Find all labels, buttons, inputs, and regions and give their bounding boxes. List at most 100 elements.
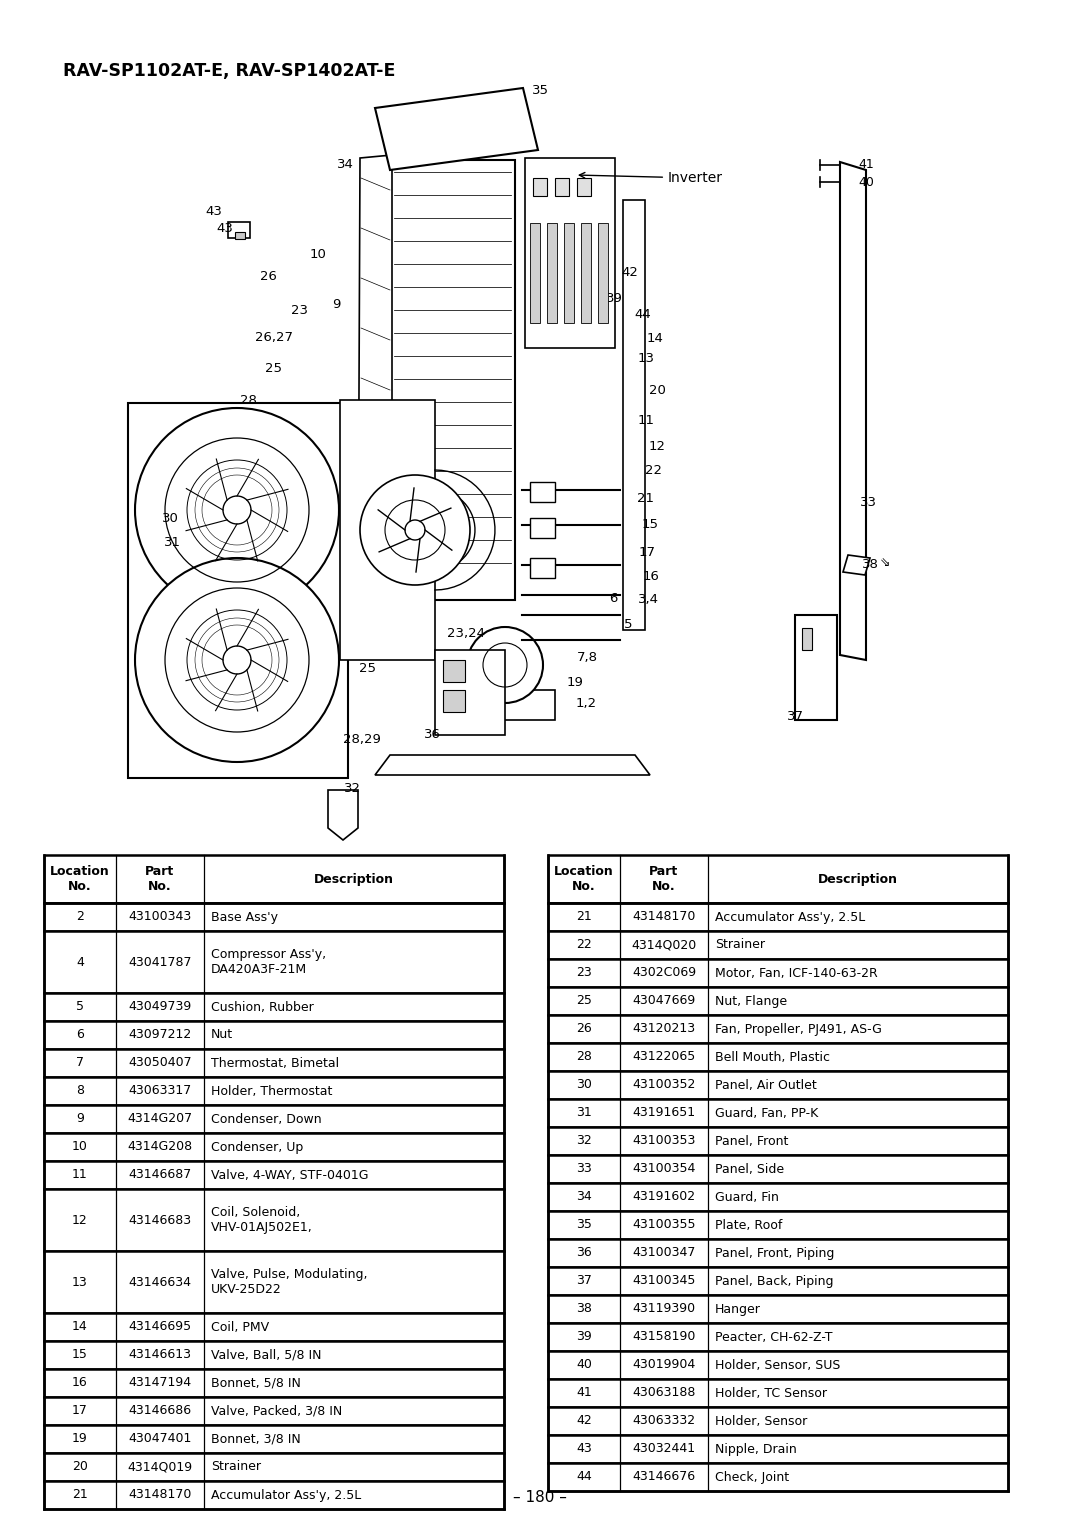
- Text: 43119390: 43119390: [633, 1302, 696, 1316]
- Text: 5: 5: [76, 1000, 84, 1014]
- Bar: [548, 959, 1008, 987]
- Text: 22: 22: [576, 938, 592, 952]
- Text: Valve, 4-WAY, STF-0401G: Valve, 4-WAY, STF-0401G: [211, 1168, 368, 1182]
- Text: 34: 34: [337, 159, 353, 171]
- Bar: [548, 1211, 1008, 1238]
- Text: 41: 41: [858, 159, 874, 171]
- Text: Valve, Ball, 5/8 IN: Valve, Ball, 5/8 IN: [211, 1348, 322, 1362]
- Bar: [44, 1022, 504, 1049]
- Text: 42: 42: [576, 1415, 592, 1427]
- Circle shape: [135, 558, 339, 762]
- Text: 30: 30: [162, 511, 178, 525]
- Bar: [525, 159, 615, 348]
- Text: Panel, Front: Panel, Front: [715, 1135, 788, 1147]
- Text: 43122065: 43122065: [633, 1051, 696, 1063]
- Text: 17: 17: [72, 1405, 87, 1418]
- Text: 16: 16: [643, 569, 660, 583]
- Text: Panel, Back, Piping: Panel, Back, Piping: [715, 1275, 834, 1287]
- Text: 41: 41: [576, 1386, 592, 1400]
- Text: 43: 43: [217, 221, 233, 235]
- Bar: [598, 223, 608, 323]
- Polygon shape: [840, 162, 866, 660]
- Bar: [546, 223, 557, 323]
- Bar: [548, 856, 1008, 903]
- Text: 7,8: 7,8: [577, 651, 597, 665]
- Text: 21: 21: [72, 1488, 87, 1502]
- Bar: [581, 223, 591, 323]
- Text: 43041787: 43041787: [129, 956, 192, 968]
- Bar: [44, 1106, 504, 1133]
- Text: 34: 34: [576, 1191, 592, 1203]
- Bar: [44, 1369, 504, 1397]
- Text: 28: 28: [240, 393, 256, 407]
- Text: 12: 12: [72, 1214, 87, 1226]
- Bar: [44, 1133, 504, 1161]
- Text: Panel, Air Outlet: Panel, Air Outlet: [715, 1078, 816, 1092]
- Polygon shape: [843, 555, 870, 575]
- Text: 9: 9: [332, 299, 340, 311]
- Text: 43100355: 43100355: [632, 1218, 696, 1232]
- Text: 43146687: 43146687: [129, 1168, 191, 1182]
- Text: Part
No.: Part No.: [146, 865, 175, 894]
- Text: 21: 21: [576, 910, 592, 924]
- Circle shape: [360, 474, 470, 586]
- Text: ⇘: ⇘: [880, 557, 891, 569]
- Text: 36: 36: [576, 1246, 592, 1260]
- Text: 31: 31: [576, 1107, 592, 1119]
- Text: Plate, Roof: Plate, Roof: [715, 1218, 782, 1232]
- Text: 43100345: 43100345: [632, 1275, 696, 1287]
- Text: Fan, Propeller, PJ491, AS-G: Fan, Propeller, PJ491, AS-G: [715, 1022, 882, 1035]
- Bar: [44, 1453, 504, 1481]
- Text: 25: 25: [266, 361, 283, 375]
- Bar: [44, 1397, 504, 1424]
- Text: 30: 30: [576, 1078, 592, 1092]
- Text: 15: 15: [72, 1348, 87, 1362]
- Text: Bonnet, 3/8 IN: Bonnet, 3/8 IN: [211, 1432, 300, 1446]
- Circle shape: [135, 409, 339, 612]
- Bar: [340, 400, 435, 660]
- Text: 43146683: 43146683: [129, 1214, 191, 1226]
- Bar: [44, 1424, 504, 1453]
- Text: 43147194: 43147194: [129, 1377, 191, 1389]
- Bar: [548, 1238, 1008, 1267]
- Text: 20: 20: [72, 1461, 87, 1473]
- Text: Valve, Packed, 3/8 IN: Valve, Packed, 3/8 IN: [211, 1405, 342, 1418]
- Text: Thermostat, Bimetal: Thermostat, Bimetal: [211, 1057, 339, 1069]
- Text: 43100352: 43100352: [632, 1078, 696, 1092]
- Bar: [623, 200, 645, 630]
- Text: 31: 31: [163, 537, 180, 549]
- Text: 43: 43: [205, 204, 222, 218]
- Bar: [548, 1351, 1008, 1379]
- Bar: [530, 558, 555, 578]
- Text: 17: 17: [638, 546, 656, 558]
- Text: 43063317: 43063317: [129, 1084, 191, 1098]
- Bar: [795, 615, 837, 720]
- Polygon shape: [375, 755, 650, 775]
- Text: Description: Description: [818, 872, 897, 886]
- Bar: [534, 178, 546, 197]
- Text: Peacter, CH-62-Z-T: Peacter, CH-62-Z-T: [715, 1330, 833, 1344]
- Text: 26: 26: [576, 1022, 592, 1035]
- Bar: [44, 1190, 504, 1250]
- Bar: [548, 1379, 1008, 1408]
- Polygon shape: [357, 156, 392, 624]
- Text: Compressor Ass'y,
DA420A3F-21M: Compressor Ass'y, DA420A3F-21M: [211, 949, 326, 976]
- Circle shape: [467, 627, 543, 703]
- Text: 39: 39: [606, 291, 622, 305]
- Bar: [235, 232, 245, 239]
- Bar: [44, 930, 504, 993]
- Text: Valve, Pulse, Modulating,
UKV-25D22: Valve, Pulse, Modulating, UKV-25D22: [211, 1267, 367, 1296]
- Text: 25: 25: [360, 662, 377, 674]
- Text: 33: 33: [576, 1162, 592, 1176]
- Text: Part
No.: Part No.: [649, 865, 678, 894]
- Bar: [44, 1161, 504, 1190]
- Text: 4314Q019: 4314Q019: [127, 1461, 192, 1473]
- Text: 5: 5: [624, 619, 632, 631]
- Text: Cushion, Rubber: Cushion, Rubber: [211, 1000, 314, 1014]
- Bar: [548, 930, 1008, 959]
- Text: 16: 16: [72, 1377, 87, 1389]
- Bar: [44, 1481, 504, 1510]
- Text: 38: 38: [862, 558, 878, 572]
- Text: Holder, Thermostat: Holder, Thermostat: [211, 1084, 333, 1098]
- Text: 43063332: 43063332: [633, 1415, 696, 1427]
